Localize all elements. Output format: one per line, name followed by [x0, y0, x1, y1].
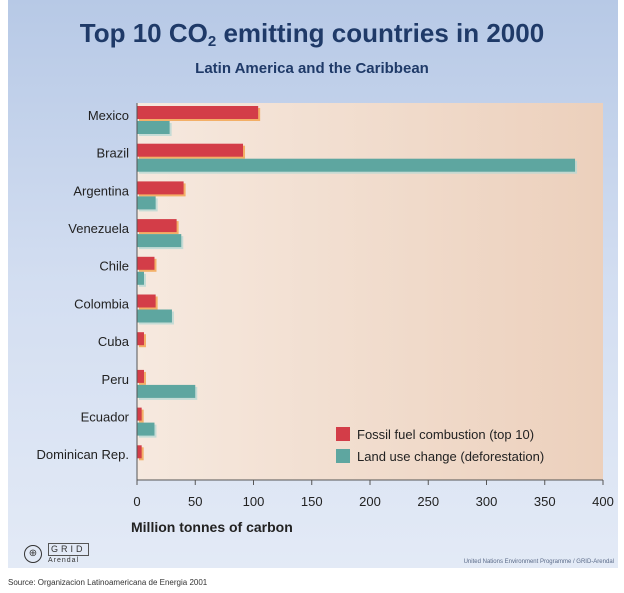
bar-fossil-fuel — [137, 143, 244, 157]
bar-fossil-fuel — [137, 181, 184, 195]
category-label: Venezuela — [68, 221, 129, 236]
chart-title: Top 10 CO2 emitting countries in 2000 — [79, 18, 545, 50]
bar-fossil-fuel — [137, 445, 142, 459]
x-tick-label: 200 — [359, 494, 381, 509]
x-axis-label: Million tonnes of carbon — [131, 519, 293, 535]
bar-land-use — [137, 234, 182, 248]
category-label: Ecuador — [81, 409, 130, 424]
legend-label: Land use change (deforestation) — [357, 449, 544, 464]
grid-arendal-logo: ⊕ GRID Arendal — [24, 543, 89, 565]
bar-fossil-fuel — [137, 106, 259, 119]
bar-land-use — [137, 121, 170, 134]
bar-fossil-fuel — [137, 369, 144, 383]
bar-land-use — [137, 309, 172, 323]
category-label: Brazil — [96, 146, 129, 161]
bar-land-use — [137, 422, 155, 436]
bar-land-use — [137, 271, 144, 285]
bar-fossil-fuel — [137, 219, 177, 233]
x-tick-label: 0 — [133, 494, 140, 509]
bar-fossil-fuel — [137, 332, 144, 346]
logo-arendal-word: Arendal — [48, 557, 80, 564]
source-text: Source: Organizacion Latinoamericana de … — [8, 578, 208, 587]
logo-text: GRID Arendal — [48, 543, 89, 565]
x-tick-label: 100 — [243, 494, 265, 509]
un-emblem-icon: ⊕ — [24, 545, 42, 563]
x-tick-label: 350 — [534, 494, 556, 509]
category-label: Peru — [102, 372, 129, 387]
chart-subtitle: Latin America and the Caribbean — [195, 60, 429, 77]
x-tick-label: 50 — [188, 494, 202, 509]
x-tick-label: 300 — [476, 494, 498, 509]
bar-land-use — [137, 158, 576, 172]
category-label: Mexico — [88, 108, 129, 123]
credit-text: United Nations Environment Programme / G… — [463, 559, 614, 565]
bar-fossil-fuel — [137, 256, 155, 270]
bar-land-use — [137, 196, 156, 210]
bar-fossil-fuel — [137, 294, 156, 308]
legend-label: Fossil fuel combustion (top 10) — [357, 427, 534, 442]
x-tick-label: 150 — [301, 494, 323, 509]
category-label: Colombia — [74, 296, 130, 311]
title-subscript: 2 — [207, 33, 217, 50]
category-label: Dominican Rep. — [37, 447, 130, 462]
category-label: Argentina — [73, 183, 129, 198]
bar-fossil-fuel — [137, 407, 142, 421]
logo-grid-word: GRID — [48, 543, 89, 556]
bar-land-use — [137, 384, 196, 398]
category-label: Chile — [99, 259, 129, 274]
legend-swatch — [336, 449, 350, 463]
x-tick-label: 400 — [592, 494, 614, 509]
x-tick-label: 250 — [417, 494, 439, 509]
category-label: Cuba — [98, 334, 130, 349]
legend-swatch — [336, 427, 350, 441]
